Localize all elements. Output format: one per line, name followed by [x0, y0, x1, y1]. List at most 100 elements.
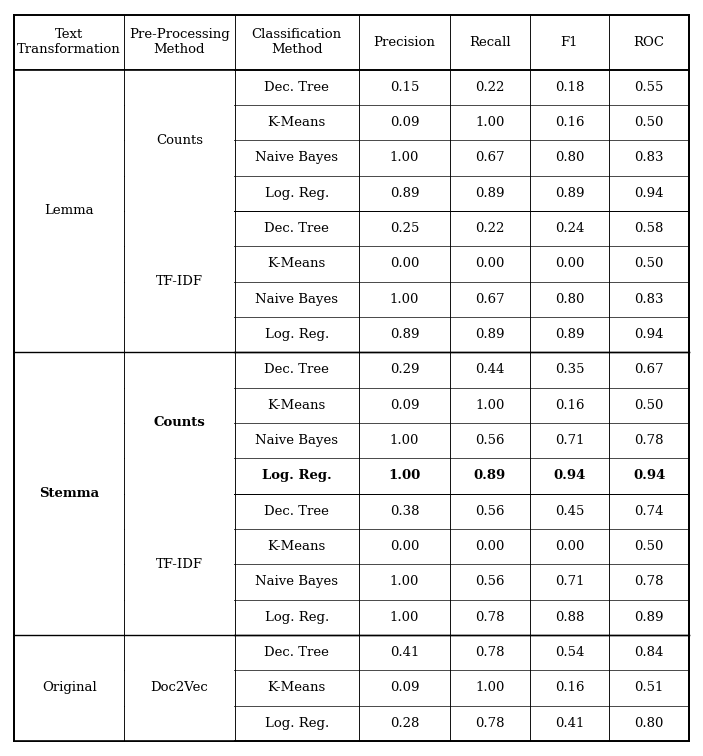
Text: Dec. Tree: Dec. Tree	[264, 505, 329, 518]
Text: Doc2Vec: Doc2Vec	[150, 681, 208, 694]
Text: 0.09: 0.09	[389, 398, 419, 412]
Text: 0.50: 0.50	[634, 116, 664, 129]
Text: 0.78: 0.78	[634, 575, 664, 588]
Text: 0.00: 0.00	[389, 257, 419, 271]
Text: Naive Bayes: Naive Bayes	[255, 575, 338, 588]
Text: 0.89: 0.89	[555, 328, 584, 341]
Text: 0.94: 0.94	[633, 469, 665, 482]
Text: 0.50: 0.50	[634, 257, 664, 271]
Text: 0.78: 0.78	[475, 611, 505, 624]
Text: K-Means: K-Means	[268, 116, 326, 129]
Bar	[125, 494, 234, 635]
Text: 1.00: 1.00	[389, 293, 419, 305]
Text: 1.00: 1.00	[475, 398, 505, 412]
Text: 0.00: 0.00	[555, 257, 584, 271]
Text: 0.00: 0.00	[475, 257, 505, 271]
Text: TF-IDF: TF-IDF	[156, 558, 203, 571]
Text: 0.00: 0.00	[555, 540, 584, 553]
Bar	[15, 352, 124, 635]
Text: Naive Bayes: Naive Bayes	[255, 293, 338, 305]
Text: 0.50: 0.50	[634, 398, 664, 412]
Text: 0.16: 0.16	[555, 116, 584, 129]
Text: Log. Reg.: Log. Reg.	[264, 611, 329, 624]
Text: 0.89: 0.89	[389, 328, 419, 341]
Text: K-Means: K-Means	[268, 257, 326, 271]
Text: Dec. Tree: Dec. Tree	[264, 81, 329, 94]
Text: 0.38: 0.38	[389, 505, 419, 518]
Text: 0.54: 0.54	[555, 646, 584, 659]
Text: 0.94: 0.94	[553, 469, 586, 482]
Bar	[125, 635, 234, 741]
Bar	[15, 70, 124, 352]
Text: 0.67: 0.67	[475, 293, 505, 305]
Text: 0.09: 0.09	[389, 116, 419, 129]
Text: Stemma: Stemma	[39, 487, 99, 500]
Text: 0.80: 0.80	[634, 717, 664, 730]
Text: Log. Reg.: Log. Reg.	[264, 717, 329, 730]
Text: Naive Bayes: Naive Bayes	[255, 151, 338, 164]
Text: 0.18: 0.18	[555, 81, 584, 94]
Text: K-Means: K-Means	[268, 681, 326, 694]
Text: 0.44: 0.44	[475, 364, 505, 376]
Text: 0.41: 0.41	[555, 717, 584, 730]
Text: 0.94: 0.94	[634, 328, 664, 341]
Text: Recall: Recall	[469, 36, 510, 49]
Text: Naive Bayes: Naive Bayes	[255, 434, 338, 447]
Text: F1: F1	[561, 36, 578, 49]
Text: TF-IDF: TF-IDF	[156, 275, 203, 288]
Text: 0.78: 0.78	[475, 717, 505, 730]
Text: 0.78: 0.78	[475, 646, 505, 659]
Text: Original: Original	[41, 681, 96, 694]
Text: 1.00: 1.00	[389, 575, 419, 588]
Text: 0.83: 0.83	[634, 151, 664, 164]
Text: 0.45: 0.45	[555, 505, 584, 518]
Text: Counts: Counts	[156, 134, 203, 147]
Text: 0.78: 0.78	[634, 434, 664, 447]
Text: 0.89: 0.89	[555, 187, 584, 200]
Text: 0.89: 0.89	[474, 469, 506, 482]
Text: ROC: ROC	[633, 36, 664, 49]
Text: Log. Reg.: Log. Reg.	[264, 328, 329, 341]
Text: 0.56: 0.56	[475, 434, 505, 447]
Text: 0.22: 0.22	[475, 222, 505, 235]
Text: 0.89: 0.89	[634, 611, 664, 624]
Text: 0.29: 0.29	[389, 364, 419, 376]
Text: Precision: Precision	[373, 36, 435, 49]
Text: 0.67: 0.67	[475, 151, 505, 164]
Text: 0.67: 0.67	[634, 364, 664, 376]
Text: Log. Reg.: Log. Reg.	[264, 187, 329, 200]
Text: 0.56: 0.56	[475, 505, 505, 518]
Text: 0.84: 0.84	[634, 646, 664, 659]
Text: 0.71: 0.71	[555, 575, 584, 588]
Text: 0.16: 0.16	[555, 681, 584, 694]
Text: Dec. Tree: Dec. Tree	[264, 646, 329, 659]
Text: Dec. Tree: Dec. Tree	[264, 364, 329, 376]
Text: 0.94: 0.94	[634, 187, 664, 200]
Text: 0.88: 0.88	[555, 611, 584, 624]
Bar	[125, 211, 234, 352]
Text: 0.74: 0.74	[634, 505, 664, 518]
Text: 1.00: 1.00	[389, 151, 419, 164]
Text: 0.80: 0.80	[555, 151, 584, 164]
Text: Counts: Counts	[153, 417, 205, 429]
Text: 0.00: 0.00	[475, 540, 505, 553]
Text: 0.55: 0.55	[634, 81, 664, 94]
Text: 0.89: 0.89	[475, 328, 505, 341]
Text: 0.24: 0.24	[555, 222, 584, 235]
Text: 0.83: 0.83	[634, 293, 664, 305]
Text: Classification
Method: Classification Method	[252, 28, 342, 57]
Text: 1.00: 1.00	[389, 434, 419, 447]
Text: 0.56: 0.56	[475, 575, 505, 588]
Text: 0.58: 0.58	[634, 222, 664, 235]
Text: 0.22: 0.22	[475, 81, 505, 94]
Text: 0.80: 0.80	[555, 293, 584, 305]
Text: 1.00: 1.00	[475, 681, 505, 694]
Text: 0.89: 0.89	[475, 187, 505, 200]
Text: K-Means: K-Means	[268, 540, 326, 553]
Text: 1.00: 1.00	[389, 611, 419, 624]
Text: 0.15: 0.15	[389, 81, 419, 94]
Text: Log. Reg.: Log. Reg.	[262, 469, 332, 482]
Text: 0.09: 0.09	[389, 681, 419, 694]
Text: 0.71: 0.71	[555, 434, 584, 447]
Text: 0.25: 0.25	[389, 222, 419, 235]
